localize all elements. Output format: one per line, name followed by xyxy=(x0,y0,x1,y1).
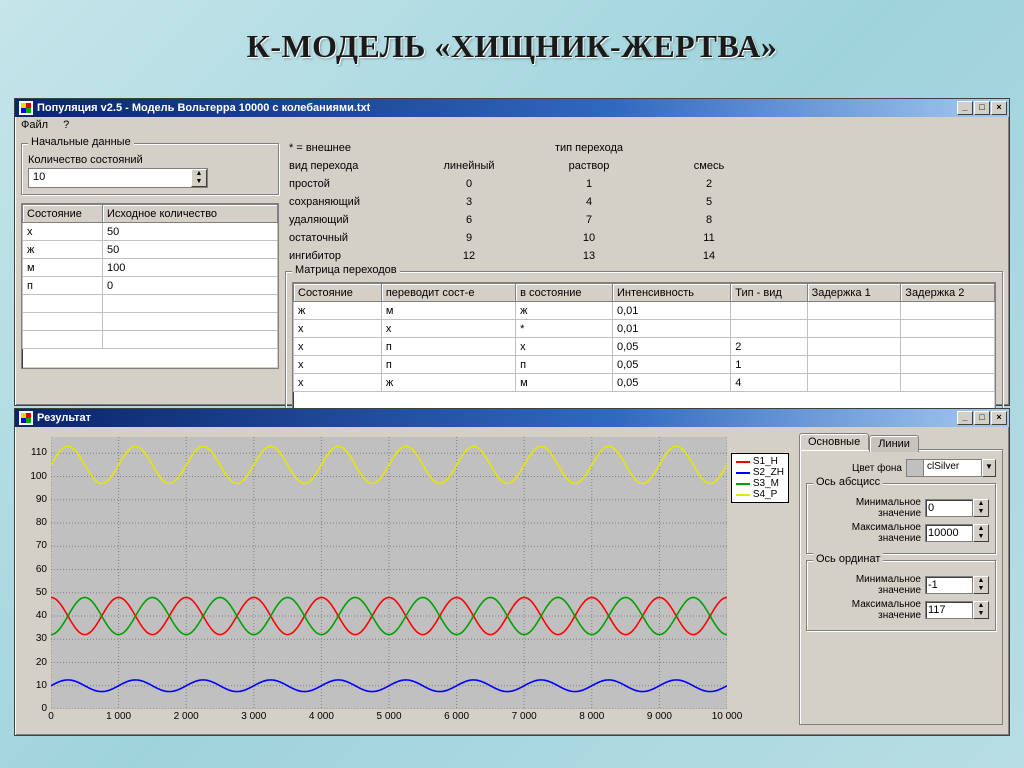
col-linear: линейный xyxy=(409,157,529,175)
bg-color-label: Цвет фона xyxy=(806,463,902,474)
matrix-group-title: Матрица переходов xyxy=(292,264,400,276)
col-header: в состояние xyxy=(516,284,613,302)
info-row: сохраняющий345 xyxy=(289,193,999,211)
ymin-input[interactable]: ▲▼ xyxy=(925,576,989,594)
row-header: вид перехода xyxy=(289,157,409,175)
table-row[interactable] xyxy=(23,313,278,331)
col-qty: Исходное количество xyxy=(103,205,278,223)
y-axis-group: Ось ординат Минимальное значение ▲▼ Макс… xyxy=(806,560,996,631)
window-title: Популяция v2.5 - Модель Вольтерра 10000 … xyxy=(37,102,953,114)
col-header: тип перехода xyxy=(529,139,649,157)
col-solution: раствор xyxy=(529,157,649,175)
app-icon xyxy=(19,411,33,425)
col-header: Состояние xyxy=(294,284,382,302)
settings-tabs: Основные Линии xyxy=(799,433,1003,450)
maximize-button[interactable]: □ xyxy=(974,411,990,425)
col-header: Задержка 1 xyxy=(807,284,901,302)
tab-lines[interactable]: Линии xyxy=(869,435,919,452)
count-label: Количество состояний xyxy=(28,154,272,166)
spinner-buttons[interactable]: ▲▼ xyxy=(973,601,989,619)
spinner-buttons[interactable]: ▲▼ xyxy=(973,576,989,594)
col-header: Интенсивность xyxy=(612,284,730,302)
table-row[interactable]: ж50 xyxy=(23,241,278,259)
table-row[interactable]: м100 xyxy=(23,259,278,277)
app-icon xyxy=(19,101,33,115)
col-header: Задержка 2 xyxy=(901,284,995,302)
matrix-table[interactable]: Состояниепереводит сост-ев состояниеИнте… xyxy=(293,283,995,392)
table-row[interactable]: хжм0,054 xyxy=(294,374,995,392)
legend-item: S2_ZH xyxy=(736,467,784,478)
minimize-button[interactable]: _ xyxy=(957,411,973,425)
maximize-button[interactable]: □ xyxy=(974,101,990,115)
xmax-input[interactable]: ▲▼ xyxy=(925,524,989,542)
settings-panel: Цвет фона clSilver ▼ Ось абсцисс Минимал… xyxy=(799,449,1003,725)
xmax-label: Максимальное значение xyxy=(813,522,921,544)
chart-legend: S1_НS2_ZHS3_MS4_P xyxy=(731,453,789,503)
group-title: Начальные данные xyxy=(28,136,134,148)
close-button[interactable]: × xyxy=(991,411,1007,425)
col-header: переводит сост-е xyxy=(381,284,515,302)
color-swatch xyxy=(906,459,924,477)
count-combo[interactable]: 10 ▲▼ xyxy=(28,168,208,188)
info-row: ингибитор121314 xyxy=(289,247,999,265)
legend-item: S4_P xyxy=(736,489,784,500)
table-row[interactable]: п0 xyxy=(23,277,278,295)
external-note: * = внешнее xyxy=(289,139,409,157)
count-value: 10 xyxy=(29,169,191,187)
close-button[interactable]: × xyxy=(991,101,1007,115)
table-row[interactable] xyxy=(23,331,278,349)
menu-file[interactable]: Файл xyxy=(21,119,48,131)
table-row[interactable]: хпп0,051 xyxy=(294,356,995,374)
ymax-label: Максимальное значение xyxy=(813,599,921,621)
chart xyxy=(51,437,727,709)
table-row[interactable] xyxy=(23,295,278,313)
xmin-label: Минимальное значение xyxy=(813,497,921,519)
tab-main[interactable]: Основные xyxy=(799,433,869,450)
menu-bar: Файл ? xyxy=(15,117,1009,133)
menu-help[interactable]: ? xyxy=(63,119,69,131)
table-row[interactable]: х50 xyxy=(23,223,278,241)
info-row: удаляющий678 xyxy=(289,211,999,229)
legend-item: S3_M xyxy=(736,478,784,489)
table-row[interactable]: хх*0,01 xyxy=(294,320,995,338)
transition-matrix-group: Матрица переходов Состояниепереводит сос… xyxy=(285,271,1003,417)
population-window: Популяция v2.5 - Модель Вольтерра 10000 … xyxy=(14,98,1010,406)
minimize-button[interactable]: _ xyxy=(957,101,973,115)
window-title: Результат xyxy=(37,412,953,424)
result-window: Результат _ □ × 010203040506070809010011… xyxy=(14,408,1010,736)
table-row[interactable]: жмж0,01 xyxy=(294,302,995,320)
group-title: Ось абсцисс xyxy=(813,476,883,488)
states-table[interactable]: Состояние Исходное количество х50ж50м100… xyxy=(22,204,278,349)
col-header: Тип - вид xyxy=(731,284,807,302)
spinner-buttons[interactable]: ▲▼ xyxy=(973,499,989,517)
info-row: простой012 xyxy=(289,175,999,193)
info-row: остаточный91011 xyxy=(289,229,999,247)
ymin-label: Минимальное значение xyxy=(813,574,921,596)
legend-item: S1_Н xyxy=(736,456,784,467)
table-row[interactable]: хпх0,052 xyxy=(294,338,995,356)
col-mix: смесь xyxy=(649,157,769,175)
titlebar[interactable]: Результат _ □ × xyxy=(15,409,1009,427)
xmin-field[interactable] xyxy=(925,499,973,517)
ymin-field[interactable] xyxy=(925,576,973,594)
x-axis-group: Ось абсцисс Минимальное значение ▲▼ Макс… xyxy=(806,483,996,554)
ymax-input[interactable]: ▲▼ xyxy=(925,601,989,619)
col-state: Состояние xyxy=(23,205,103,223)
xmin-input[interactable]: ▲▼ xyxy=(925,499,989,517)
dropdown-icon[interactable]: ▼ xyxy=(982,459,996,477)
spinner-buttons[interactable]: ▲▼ xyxy=(191,169,207,187)
xmax-field[interactable] xyxy=(925,524,973,542)
ymax-field[interactable] xyxy=(925,601,973,619)
transition-type-info: * = внешнее тип перехода вид перехода ли… xyxy=(285,137,1003,267)
spinner-buttons[interactable]: ▲▼ xyxy=(973,524,989,542)
page-title: К-МОДЕЛЬ «ХИЩНИК-ЖЕРТВА» xyxy=(0,0,1024,83)
color-name: clSilver xyxy=(924,459,982,477)
initial-data-group: Начальные данные Количество состояний 10… xyxy=(21,143,279,195)
titlebar[interactable]: Популяция v2.5 - Модель Вольтерра 10000 … xyxy=(15,99,1009,117)
group-title: Ось ординат xyxy=(813,553,883,565)
bg-color-combo[interactable]: clSilver ▼ xyxy=(906,459,996,477)
